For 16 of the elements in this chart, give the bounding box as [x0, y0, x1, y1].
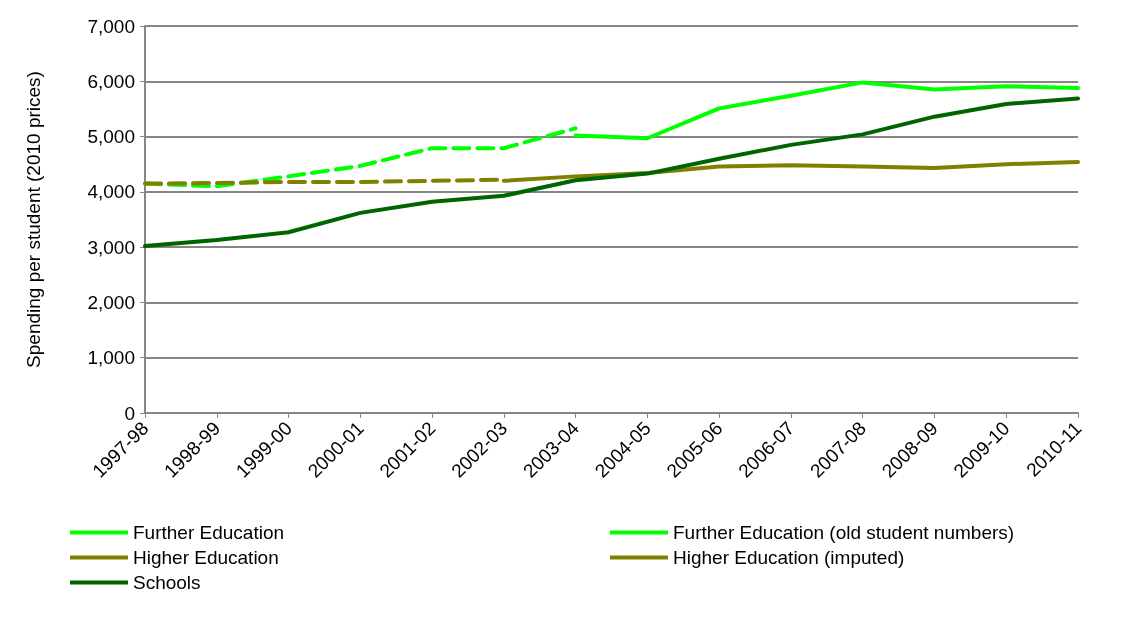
y-tick-label: 2,000 — [87, 291, 135, 313]
y-tick-label: 4,000 — [87, 181, 135, 203]
y-tick-label: 3,000 — [87, 236, 135, 258]
y-tick-label: 5,000 — [87, 126, 135, 148]
y-axis-title: Spending per student (2010 prices) — [23, 71, 44, 368]
line-series — [143, 96, 1080, 249]
legend-label: Schools — [133, 572, 201, 593]
y-tick-label: 7,000 — [87, 15, 135, 37]
legend-label: Higher Education (imputed) — [673, 547, 905, 568]
y-tick-label: 6,000 — [87, 70, 135, 92]
legend-label: Further Education — [133, 522, 285, 543]
y-tick-label: 1,000 — [87, 347, 135, 369]
line-series — [573, 80, 1080, 141]
legend-label: Further Education (old student numbers) — [673, 522, 1015, 543]
y-tick-label: 0 — [124, 402, 135, 424]
legend-label: Higher Education — [133, 547, 279, 568]
